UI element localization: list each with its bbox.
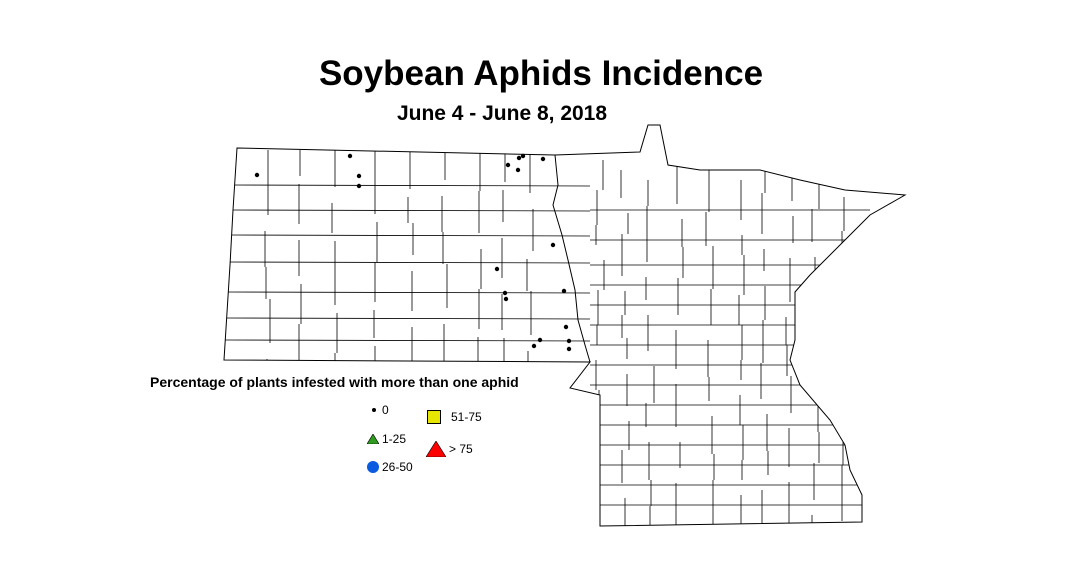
county-line — [224, 261, 591, 264]
site-marker-0 — [356, 173, 362, 179]
red-triangle-icon — [426, 441, 446, 457]
county-line — [224, 234, 591, 237]
site-marker-0 — [520, 153, 526, 159]
legend-label: 0 — [382, 403, 389, 417]
yellow-square-icon — [427, 410, 441, 424]
county-line — [224, 339, 591, 342]
state-outline — [223, 124, 907, 527]
legend-item-26-50: 26-50 — [367, 460, 413, 474]
county-line — [224, 184, 591, 187]
site-marker-0 — [503, 296, 509, 302]
legend-item-over-75: > 75 — [426, 441, 473, 457]
site-marker-0 — [494, 266, 500, 272]
site-marker-0 — [505, 162, 511, 168]
state-border-nd-mn — [552, 154, 591, 363]
site-marker-0 — [550, 242, 556, 248]
site-marker-0 — [515, 167, 521, 173]
site-markers — [254, 153, 572, 352]
site-marker-0 — [502, 290, 508, 296]
county-line — [224, 291, 591, 294]
site-marker-0 — [537, 337, 543, 343]
map-subtitle: June 4 - June 8, 2018 — [396, 102, 608, 125]
map-title: Soybean Aphids Incidence — [318, 54, 764, 93]
site-marker-0 — [531, 343, 537, 349]
site-marker-0 — [347, 153, 353, 159]
site-marker-0 — [566, 338, 572, 344]
site-marker-0 — [561, 288, 567, 294]
site-marker-0 — [254, 172, 260, 178]
county-line — [224, 317, 591, 320]
county-line — [224, 209, 591, 212]
legend-item-0: 0 — [372, 403, 389, 417]
blue-circle-icon — [367, 461, 379, 473]
legend-label: 26-50 — [382, 460, 413, 474]
legend-title: Percentage of plants infested with more … — [150, 374, 519, 390]
green-triangle-icon — [367, 434, 379, 444]
legend-label: > 75 — [449, 442, 473, 456]
legend-label: 1-25 — [382, 432, 407, 446]
site-marker-0 — [566, 346, 572, 352]
site-marker-0 — [356, 183, 362, 189]
small-dot-icon — [372, 408, 376, 412]
site-marker-0 — [563, 324, 569, 330]
county-boundaries — [224, 150, 870, 526]
site-marker-0 — [540, 156, 546, 162]
legend-item-51-75: 51-75 — [427, 410, 482, 424]
legend-label: 51-75 — [451, 410, 482, 424]
legend-item-1-25: 1-25 — [367, 432, 406, 446]
site-marker-0 — [516, 155, 522, 161]
